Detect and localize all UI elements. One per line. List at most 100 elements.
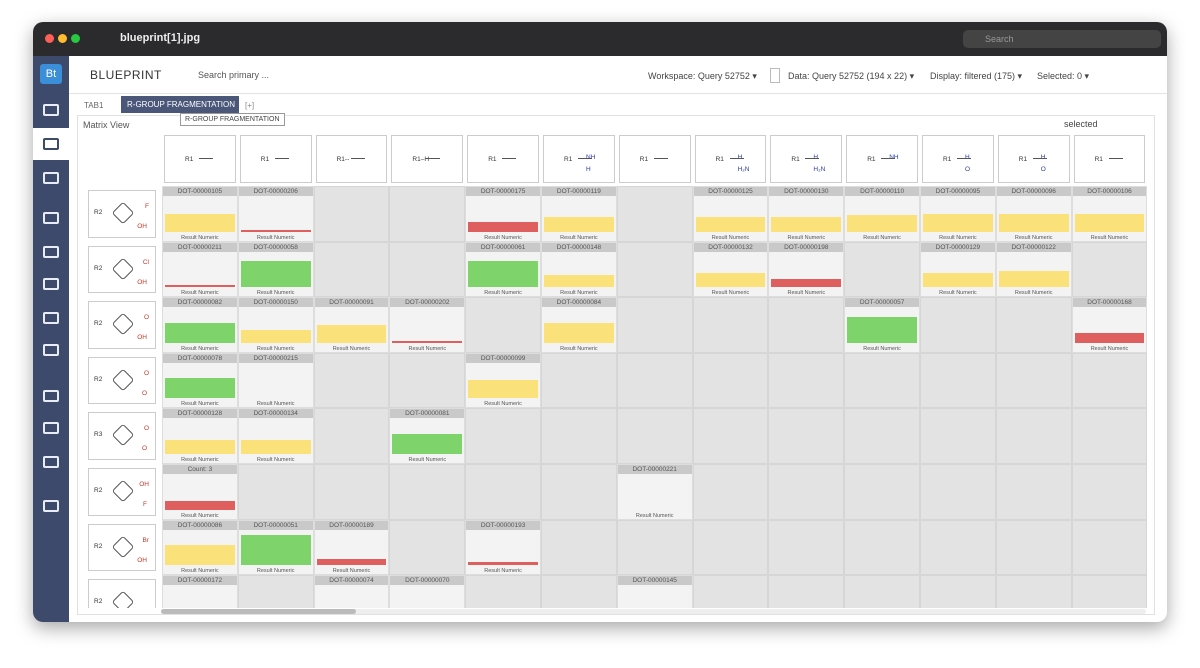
empty-cell[interactable]	[313, 464, 390, 520]
result-cell[interactable]: DOT-00000082 Result Numeric	[162, 297, 238, 353]
empty-cell[interactable]	[237, 575, 314, 608]
empty-cell[interactable]	[844, 408, 920, 464]
scrollbar[interactable]	[161, 609, 1146, 614]
tab[interactable]: TAB1	[84, 101, 104, 110]
result-cell[interactable]: DOT-00000198 Result Numeric	[768, 241, 845, 298]
empty-cell[interactable]	[844, 241, 920, 298]
tab-active[interactable]: R-GROUP FRAGMENTATION	[121, 96, 239, 113]
result-cell[interactable]: DOT-00000150 Result Numeric	[237, 297, 314, 353]
result-cell[interactable]: DOT-00000051 Result Numeric	[237, 519, 314, 576]
empty-cell[interactable]	[995, 575, 1072, 608]
empty-cell[interactable]	[1071, 241, 1148, 298]
logo[interactable]: Bt	[40, 64, 62, 84]
empty-cell[interactable]	[920, 464, 996, 520]
nav-icon[interactable]	[43, 172, 59, 184]
scroll-thumb[interactable]	[161, 609, 356, 614]
selected-menu[interactable]: Selected: 0 ▾	[1037, 71, 1090, 81]
nav-active[interactable]	[33, 128, 69, 160]
result-cell[interactable]: DOT-00000105 Result Numeric	[162, 186, 238, 242]
empty-cell[interactable]	[692, 352, 769, 409]
empty-cell[interactable]	[768, 519, 845, 576]
result-cell[interactable]: DOT-00000168 Result Numeric	[1071, 297, 1148, 353]
search-box[interactable]	[963, 30, 1161, 48]
empty-cell[interactable]	[844, 575, 920, 608]
empty-cell[interactable]	[1071, 464, 1148, 520]
empty-cell[interactable]	[313, 408, 390, 464]
result-cell[interactable]: DOT-00000221 Result Numeric	[616, 464, 693, 520]
result-cell[interactable]: DOT-00000081 Result Numeric	[389, 408, 466, 464]
result-cell[interactable]: DOT-00000119 Result Numeric	[541, 186, 617, 242]
close-button[interactable]	[45, 34, 54, 43]
empty-cell[interactable]	[995, 352, 1072, 409]
empty-cell[interactable]	[920, 352, 996, 409]
empty-cell[interactable]	[692, 464, 769, 520]
empty-cell[interactable]	[541, 408, 617, 464]
empty-cell[interactable]	[1071, 575, 1148, 608]
empty-cell[interactable]	[1071, 519, 1148, 576]
nav-icon[interactable]	[43, 312, 59, 324]
empty-cell[interactable]	[465, 297, 541, 353]
nav-icon[interactable]	[43, 104, 59, 116]
display-menu[interactable]: Display: filtered (175) ▾	[930, 71, 1023, 81]
result-cell[interactable]: DOT-00000125 Result Numeric	[692, 186, 769, 242]
result-cell[interactable]: DOT-00000057 Result Numeric	[844, 297, 920, 353]
empty-cell[interactable]	[541, 352, 617, 409]
result-cell[interactable]: DOT-00000145Result Numeric	[616, 575, 693, 608]
empty-cell[interactable]	[692, 297, 769, 353]
result-cell[interactable]: DOT-00000099 Result Numeric	[465, 352, 541, 409]
result-cell[interactable]: DOT-00000106 Result Numeric	[1071, 186, 1148, 242]
empty-cell[interactable]	[920, 408, 996, 464]
empty-cell[interactable]	[389, 464, 466, 520]
empty-cell[interactable]	[313, 352, 390, 409]
empty-cell[interactable]	[844, 352, 920, 409]
result-cell[interactable]: DOT-00000078 Result Numeric	[162, 352, 238, 409]
zoom-button[interactable]	[71, 34, 80, 43]
result-cell[interactable]: DOT-00000110 Result Numeric	[844, 186, 920, 242]
empty-cell[interactable]	[995, 297, 1072, 353]
empty-cell[interactable]	[920, 575, 996, 608]
empty-cell[interactable]	[616, 297, 693, 353]
empty-cell[interactable]	[692, 408, 769, 464]
result-cell[interactable]: DOT-00000189 Result Numeric	[313, 519, 390, 576]
primary-search[interactable]: Search primary ...	[198, 70, 270, 80]
result-cell[interactable]: DOT-00000091 Result Numeric	[313, 297, 390, 353]
result-cell[interactable]: DOT-00000215 Result Numeric	[237, 352, 314, 409]
nav-icon[interactable]	[43, 138, 59, 150]
nav-icon[interactable]	[43, 456, 59, 468]
empty-cell[interactable]	[768, 575, 845, 608]
result-cell[interactable]: DOT-00000128 Result Numeric	[162, 408, 238, 464]
nav-icon[interactable]	[43, 422, 59, 434]
result-cell[interactable]: DOT-00000058 Result Numeric	[237, 241, 314, 298]
result-cell[interactable]: DOT-00000070Result Numeric	[389, 575, 466, 608]
selected-toggle[interactable]: selected	[1064, 119, 1098, 129]
data-menu[interactable]: Data: Query 52752 (194 x 22) ▾	[788, 71, 915, 81]
nav-icon[interactable]	[43, 500, 59, 512]
empty-cell[interactable]	[1071, 408, 1148, 464]
empty-cell[interactable]	[465, 408, 541, 464]
nav-icon[interactable]	[43, 390, 59, 402]
empty-cell[interactable]	[995, 519, 1072, 576]
empty-cell[interactable]	[465, 464, 541, 520]
empty-cell[interactable]	[541, 519, 617, 576]
empty-cell[interactable]	[920, 519, 996, 576]
empty-cell[interactable]	[768, 297, 845, 353]
result-cell[interactable]: DOT-00000061 Result Numeric	[465, 241, 541, 298]
empty-cell[interactable]	[313, 186, 390, 242]
empty-cell[interactable]	[389, 186, 466, 242]
empty-cell[interactable]	[541, 575, 617, 608]
result-cell[interactable]: DOT-00000148 Result Numeric	[541, 241, 617, 298]
empty-cell[interactable]	[692, 575, 769, 608]
result-cell[interactable]: DOT-00000129 Result Numeric	[920, 241, 996, 298]
empty-cell[interactable]	[920, 297, 996, 353]
result-cell[interactable]: DOT-00000086 Result Numeric	[162, 519, 238, 576]
result-cell[interactable]: DOT-00000206 Result Numeric	[237, 186, 314, 242]
empty-cell[interactable]	[768, 464, 845, 520]
empty-cell[interactable]	[389, 352, 466, 409]
workspace-menu[interactable]: Workspace: Query 52752 ▾	[648, 71, 757, 81]
empty-cell[interactable]	[616, 519, 693, 576]
minimize-button[interactable]	[58, 34, 67, 43]
empty-cell[interactable]	[768, 352, 845, 409]
result-cell[interactable]: DOT-00000175 Result Numeric	[465, 186, 541, 242]
result-cell[interactable]: DOT-00000122 Result Numeric	[995, 241, 1072, 298]
result-cell[interactable]: DOT-00000096 Result Numeric	[995, 186, 1072, 242]
